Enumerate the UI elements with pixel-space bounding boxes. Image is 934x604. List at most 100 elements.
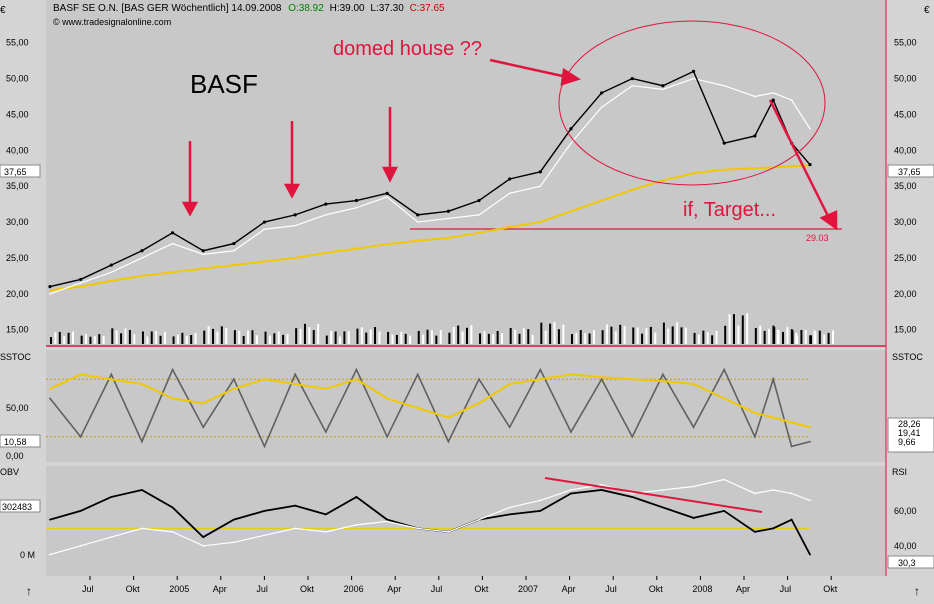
volume-bar [220, 326, 223, 344]
sstoc-k-line-point [386, 435, 388, 438]
rsi-line-point [141, 527, 143, 530]
ma-fast-line-point [110, 271, 113, 274]
rsi-tick: 60,00 [894, 506, 917, 516]
price-line-point [170, 231, 175, 235]
sstoc-k-line-point [202, 426, 205, 429]
rsi-line-point [600, 483, 603, 486]
volume-bar [614, 331, 617, 344]
price-line-point [262, 220, 267, 224]
volume-bar [365, 332, 368, 344]
sstoc-k-line-point [110, 373, 113, 376]
ma-slow-line-point [355, 247, 358, 250]
volume-bar [85, 334, 88, 344]
scroll-up-icon[interactable]: ↑ [26, 584, 32, 598]
volume-bar [562, 324, 565, 344]
volume-bar [461, 331, 464, 344]
sstoc-d-line-point [171, 397, 174, 400]
ma-slow-line-point [539, 221, 542, 223]
scroll-up-icon-right[interactable]: ↑ [914, 584, 920, 598]
ma-slow-line-point [790, 165, 793, 167]
x-label: Apr [562, 584, 576, 594]
volume-bar [592, 330, 595, 344]
rsi-line-point [447, 530, 450, 533]
volume-bar [759, 325, 762, 344]
volume-bar [483, 330, 486, 344]
volume-bar [667, 328, 670, 344]
price-tick-right: 45,00 [894, 109, 917, 119]
rsi-current: 30,3 [898, 558, 916, 568]
volume-bar [654, 332, 657, 344]
price-tick-left: 50,00 [6, 74, 29, 84]
volume-bar [522, 328, 525, 344]
price-line-point [79, 277, 83, 282]
obv-line-point [723, 510, 726, 512]
volume-bar [601, 330, 604, 344]
axis-group: Jul Okt 2005 Apr Jul Okt 2006 Apr Jul Okt 2007 Apr J… [82, 576, 838, 594]
volume-bar [312, 330, 315, 344]
symbol: BASF SE O.N. [BAS GER Wöchentlich] 14.09… [53, 3, 282, 14]
price-line-point [140, 249, 144, 253]
sstoc-k-line-point [600, 378, 603, 381]
sstoc-d-line-point [386, 397, 388, 400]
ma-fast-line-point [233, 249, 235, 252]
ma-slow-line-point [386, 243, 388, 246]
volume-bar [89, 336, 92, 344]
price-tick-right: 40,00 [894, 145, 917, 155]
volume-bar [159, 335, 162, 344]
volume-bar [606, 324, 609, 344]
open-value: O:38.92 [288, 3, 324, 14]
volume-bar [619, 324, 622, 344]
ma-fast-line-point [790, 99, 793, 101]
sstoc-d-line-point [723, 397, 726, 400]
volume-bar [225, 328, 228, 344]
x-label: Okt [474, 584, 489, 594]
obv-line-point [355, 496, 358, 498]
sstoc-right-2: 19,41 [898, 428, 921, 438]
price-line-point [569, 127, 573, 131]
volume-bar [823, 334, 826, 344]
volume-bar [233, 330, 236, 344]
ma-fast-line-point [809, 127, 811, 130]
ma-slow-line-point [723, 168, 725, 171]
ma-fast-line-point [662, 88, 664, 91]
volume-bar [575, 332, 578, 344]
ma-fast-line-point [723, 84, 725, 87]
price-line-point [109, 263, 113, 267]
price-tick-right: 30,00 [894, 217, 917, 227]
obv-line-point [386, 518, 388, 521]
ma-fast-line-point [386, 196, 388, 198]
volume-bar [697, 334, 700, 344]
ma-slow-line-point [662, 179, 664, 182]
volume-bar [395, 334, 398, 344]
ma-fast-line-point [171, 242, 174, 245]
price-line-point [661, 84, 665, 88]
volume-bar [741, 315, 744, 344]
obv-line-point [294, 504, 297, 507]
volume-bar [216, 331, 219, 344]
sstoc-label-left: SSTOC [0, 352, 31, 362]
ma-fast-line-point [772, 92, 775, 94]
sstoc-k-line-point [570, 431, 572, 433]
ma-fast-line-point [478, 214, 480, 216]
price-current-box [887, 164, 934, 178]
ma-fast-line-point [539, 185, 542, 187]
price-tick-right: 15,00 [894, 325, 917, 335]
volume-bar [579, 330, 582, 344]
sstoc-d-line-point [570, 373, 572, 376]
volume-bar [557, 329, 560, 344]
volume-bar [544, 330, 547, 344]
sstoc-d-line-point [232, 387, 235, 390]
sstoc-d-line-point [355, 378, 358, 381]
volume-bar [404, 333, 407, 344]
rsi-line-point [263, 534, 266, 537]
volume-bar [711, 335, 714, 344]
sstoc-k-line-point [539, 368, 542, 371]
price-line-point [630, 76, 634, 81]
ma-slow-line-point [141, 275, 143, 277]
obv-line-point [631, 496, 634, 498]
volume-bar [72, 331, 74, 344]
sstoc-k-line-point [171, 368, 174, 371]
volume-bar [146, 336, 149, 344]
price-tick-right: 20,00 [894, 289, 917, 299]
volume-bar [80, 335, 83, 344]
